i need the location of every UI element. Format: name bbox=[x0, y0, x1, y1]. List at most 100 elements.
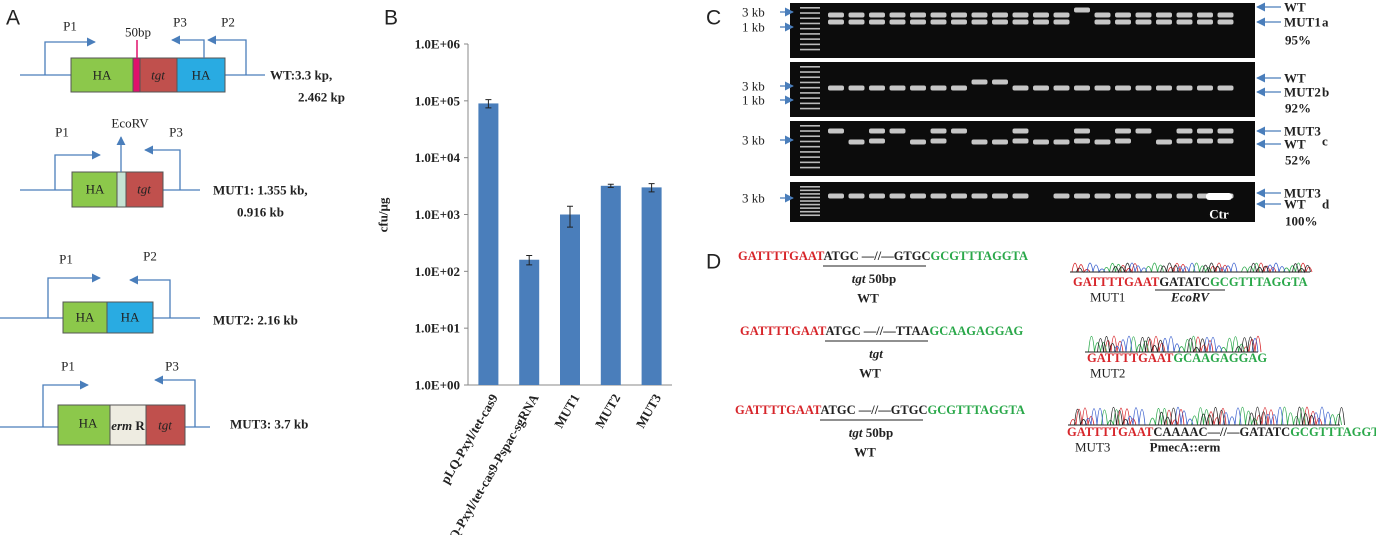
box-label: tgt bbox=[151, 68, 165, 83]
trace-sequence: GATTTTGAATGCAAGAGGAG bbox=[1087, 351, 1267, 365]
ladder-band bbox=[800, 140, 820, 143]
ladder-band bbox=[800, 130, 820, 132]
size-marker: 3 kb bbox=[742, 191, 765, 206]
primer-label: P3 bbox=[165, 359, 179, 374]
trace-sequence: GATTTTGAATCAAAAC—//—GATATCGCGTTTAGGTA bbox=[1067, 425, 1376, 439]
size-marker: 3 kb bbox=[742, 5, 765, 20]
gel-band bbox=[951, 12, 967, 18]
gel-band bbox=[869, 128, 885, 134]
ladder-band bbox=[800, 66, 820, 68]
gel-band bbox=[910, 193, 926, 199]
gel-band bbox=[889, 128, 906, 134]
construct-mut3: HA erm R tgt P1 P3 MUT3: 3.7 kb bbox=[0, 359, 308, 446]
gel-band bbox=[1176, 12, 1193, 18]
gel-band bbox=[1012, 193, 1029, 199]
gel-band bbox=[1176, 193, 1193, 199]
band-label: WT bbox=[1284, 137, 1306, 152]
gel-band bbox=[1135, 19, 1152, 25]
box-label: erm R bbox=[111, 418, 145, 433]
gel-band bbox=[1012, 19, 1029, 25]
ladder-band bbox=[800, 38, 820, 40]
gel-band bbox=[1053, 193, 1070, 199]
y-tick-label: 1.0E+05 bbox=[415, 93, 461, 108]
y-tick-label: 1.0E+02 bbox=[415, 264, 460, 279]
bar bbox=[560, 214, 580, 385]
chromatogram bbox=[1087, 335, 1245, 353]
sequence-part: tgt bbox=[849, 425, 863, 440]
panel-label: D bbox=[706, 251, 721, 274]
gel-band bbox=[1135, 12, 1152, 18]
gel-band bbox=[1156, 12, 1172, 18]
sequence-part: GCAAGAGGAG bbox=[1173, 351, 1267, 365]
gel-band bbox=[869, 138, 885, 144]
ladder-band bbox=[800, 156, 820, 158]
bar bbox=[641, 187, 662, 385]
sequence-part: 50bp bbox=[869, 271, 896, 286]
gel-band bbox=[1217, 128, 1234, 134]
gel-band bbox=[1094, 12, 1111, 18]
gel-band bbox=[1156, 193, 1172, 199]
gel-band bbox=[1053, 19, 1070, 25]
chromatogram bbox=[1087, 336, 1254, 353]
size-label: WT:3.3 kp, bbox=[270, 68, 332, 83]
strain-label: MUT3 bbox=[1075, 440, 1110, 455]
sequence-part: ATGC —//—GTGC bbox=[823, 249, 930, 263]
gel-band bbox=[910, 85, 926, 91]
y-tick-label: 1.0E+06 bbox=[415, 37, 461, 52]
size-label: MUT3: 3.7 kb bbox=[230, 417, 308, 432]
error-bar bbox=[526, 254, 533, 266]
x-tick-label: MUT3 bbox=[633, 391, 665, 431]
sequence-part: GATTTTGAAT bbox=[735, 403, 822, 417]
site-label: EcoRV bbox=[111, 116, 149, 131]
gel-band bbox=[951, 128, 967, 134]
y-tick-label: 1.0E+01 bbox=[415, 321, 460, 336]
gel-band bbox=[1217, 138, 1234, 144]
gel-band bbox=[1033, 85, 1049, 91]
sequence-part: ATGC —//—TTAA bbox=[825, 324, 929, 338]
primer-label: P2 bbox=[143, 249, 157, 264]
sequence-part: GATATC bbox=[1159, 275, 1210, 289]
gel-band bbox=[910, 139, 926, 145]
gel-band bbox=[992, 12, 1008, 18]
band-label: WT bbox=[1284, 197, 1306, 212]
gel-band bbox=[971, 12, 988, 18]
gel-band bbox=[930, 19, 947, 25]
band-label: MUT1 bbox=[1284, 15, 1321, 30]
gel-band bbox=[889, 85, 906, 91]
gel-band bbox=[1197, 128, 1213, 134]
gel-band bbox=[1206, 193, 1232, 200]
error-bar bbox=[485, 99, 492, 109]
gel-band bbox=[1176, 19, 1193, 25]
gel-band bbox=[1033, 139, 1049, 145]
sequence: GATTTTGAATATGC —//—GTGCGCGTTTAGGTA bbox=[735, 403, 1025, 417]
gel-band bbox=[971, 19, 988, 25]
gel-band bbox=[848, 139, 865, 145]
ladder-band bbox=[800, 81, 820, 84]
gel-band bbox=[1115, 193, 1131, 199]
site-label: PmecA::erm bbox=[1150, 440, 1221, 455]
ladder-band bbox=[800, 200, 820, 202]
ladder-band bbox=[800, 186, 820, 188]
sequence-part: GATTTTGAAT bbox=[1073, 275, 1160, 289]
gel-band bbox=[1094, 139, 1111, 145]
bar bbox=[519, 259, 540, 385]
y-axis-label: cfu/μg bbox=[376, 197, 391, 232]
gel-band bbox=[828, 128, 844, 134]
band-label: MUT3 bbox=[1284, 124, 1321, 139]
gel-band bbox=[1217, 85, 1234, 91]
ladder-band bbox=[800, 102, 820, 105]
construct-mut1: HA tgt P1 EcoRV P3 MUT1: 1.355 kb, 0.916… bbox=[20, 116, 308, 220]
ladder-band bbox=[800, 48, 820, 51]
construct-mut2: HA HA P1 P2 MUT2: 2.16 kb bbox=[0, 249, 298, 334]
gel-band bbox=[1012, 12, 1029, 18]
gel-band bbox=[1197, 12, 1213, 18]
strain-label: WT bbox=[857, 291, 879, 306]
gel-band bbox=[1053, 85, 1070, 91]
box-label: tgt bbox=[137, 182, 151, 197]
sequence-part: tgt bbox=[852, 271, 866, 286]
size-label: MUT1: 1.355 kb, bbox=[213, 183, 308, 198]
gel-band bbox=[1074, 7, 1090, 13]
percent-label: 95% bbox=[1285, 33, 1311, 48]
bar bbox=[600, 185, 621, 385]
